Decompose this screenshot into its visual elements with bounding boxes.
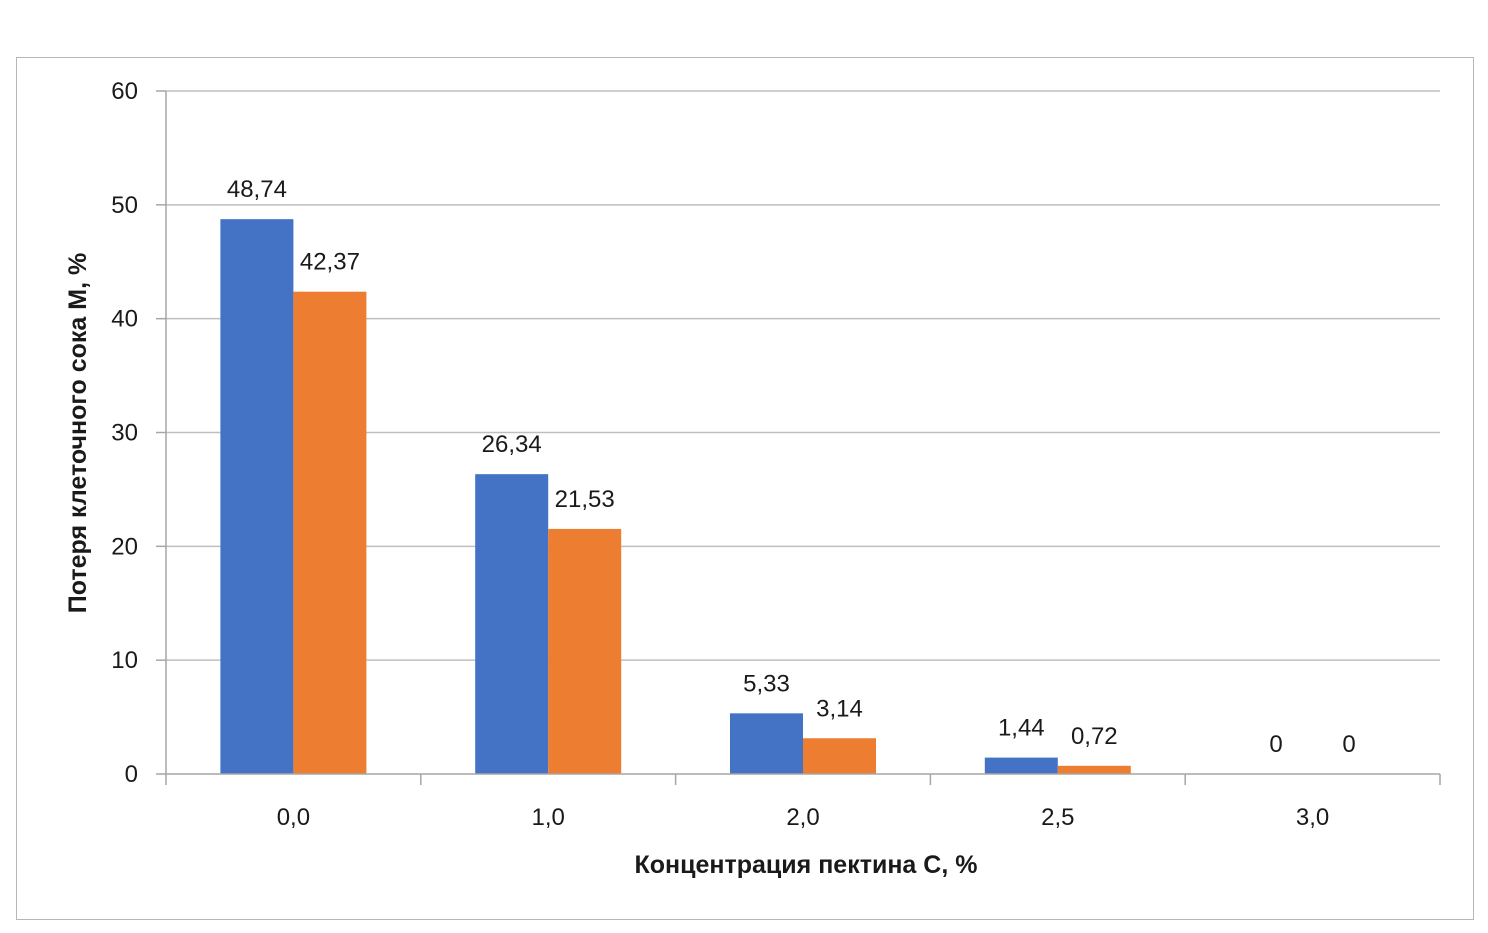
data-label: 0 bbox=[1342, 731, 1355, 758]
data-label: 48,74 bbox=[227, 176, 287, 203]
data-label: 3,14 bbox=[816, 695, 863, 722]
y-tick-label: 10 bbox=[111, 647, 138, 674]
data-label: 26,34 bbox=[482, 431, 542, 458]
y-tick-label: 60 bbox=[111, 78, 138, 105]
data-label: 21,53 bbox=[555, 486, 615, 513]
bar bbox=[1057, 765, 1131, 774]
y-tick-labels: 0 10 20 30 40 50 60 bbox=[111, 78, 138, 788]
x-tick-label: 2,5 bbox=[1041, 804, 1074, 831]
x-axis-title: Концентрация пектина C, % bbox=[635, 851, 978, 879]
y-tick-label: 50 bbox=[111, 192, 138, 219]
data-label: 42,37 bbox=[300, 249, 360, 276]
bar bbox=[220, 219, 294, 774]
y-axis-title: Потеря клеточного сока M, % bbox=[64, 253, 92, 613]
data-label: 1,44 bbox=[998, 715, 1045, 742]
y-tick-label: 40 bbox=[111, 306, 138, 333]
data-label: 0 bbox=[1269, 731, 1282, 758]
x-tick-label: 2,0 bbox=[786, 804, 819, 831]
y-tick-label: 0 bbox=[125, 761, 138, 788]
bar bbox=[475, 474, 549, 774]
y-tick-label: 30 bbox=[111, 420, 138, 447]
data-label: 0,72 bbox=[1071, 723, 1118, 750]
bar bbox=[730, 713, 803, 774]
bar bbox=[548, 528, 622, 774]
x-tick-label: 1,0 bbox=[532, 804, 565, 831]
bar bbox=[293, 291, 367, 774]
data-labels: 48,74 42,37 26,34 21,53 5,33 3,14 1,44 0,72 0 0 bbox=[227, 176, 1356, 758]
gridlines bbox=[166, 90, 1440, 661]
x-tick-labels: 0,0 1,0 2,0 2,5 3,0 bbox=[277, 804, 1330, 831]
bar bbox=[803, 738, 876, 774]
bars bbox=[220, 219, 1131, 774]
x-tick-label: 0,0 bbox=[277, 804, 310, 831]
y-tick-label: 20 bbox=[111, 533, 138, 560]
data-label: 5,33 bbox=[743, 670, 790, 697]
bar bbox=[984, 757, 1058, 774]
axes bbox=[156, 90, 1441, 785]
x-tick-label: 3,0 bbox=[1296, 804, 1329, 831]
